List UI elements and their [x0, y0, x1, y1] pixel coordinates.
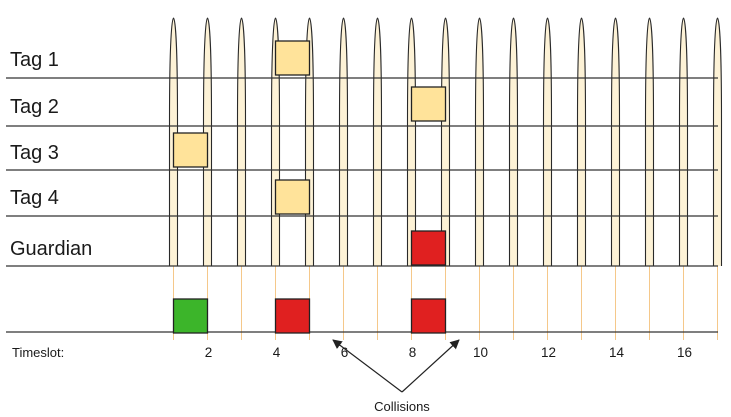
row-label-tag-2: Tag 2 [10, 96, 59, 118]
pulse [372, 17, 383, 266]
tick-labels: 2 4 6 8 10 12 14 16 [205, 345, 692, 360]
row-label-tag-4: Tag 4 [10, 187, 59, 209]
pulse [610, 17, 621, 266]
transmission-boxes [172, 40, 447, 334]
timeslot-label: Timeslot: [12, 345, 64, 360]
pulse [508, 17, 519, 266]
pulse [712, 17, 723, 266]
tick-label: 12 [541, 345, 556, 360]
row-lines [6, 77, 718, 333]
transmission-box-tag-1 [274, 40, 311, 76]
collision-arrows [332, 339, 460, 393]
transmission-box-tag-4 [274, 179, 311, 215]
tick-label: 8 [409, 345, 417, 360]
row-label-guardian: Guardian [10, 238, 92, 260]
tick-label: 4 [273, 345, 281, 360]
outcome-box-collision [410, 298, 447, 334]
collision-arrow [401, 339, 460, 393]
pulse [576, 17, 587, 266]
tick-label: 14 [609, 345, 625, 360]
outcome-box-success [172, 298, 209, 334]
pulse [338, 17, 349, 266]
pulse [678, 17, 689, 266]
tick-label: 16 [677, 345, 692, 360]
pulse [542, 17, 553, 266]
timeslot-lines [173, 260, 718, 340]
pulse [474, 17, 485, 266]
pulse [440, 17, 451, 266]
transmission-box-guardian [410, 230, 447, 266]
pulse [644, 17, 655, 266]
collision-arrow [332, 339, 403, 393]
row-label-tag-3: Tag 3 [10, 142, 59, 164]
pulse [406, 17, 417, 266]
transmission-box-tag-3 [172, 132, 209, 168]
row-label-tag-1: Tag 1 [10, 49, 59, 71]
tick-label: 10 [473, 345, 488, 360]
pulse [236, 17, 247, 266]
pulse-train [168, 17, 723, 266]
transmission-box-tag-2 [410, 86, 447, 122]
tick-label: 2 [205, 345, 213, 360]
tick-label: 6 [341, 345, 349, 360]
collisions-annotation: Collisions [374, 399, 430, 414]
outcome-box-collision [274, 298, 311, 334]
